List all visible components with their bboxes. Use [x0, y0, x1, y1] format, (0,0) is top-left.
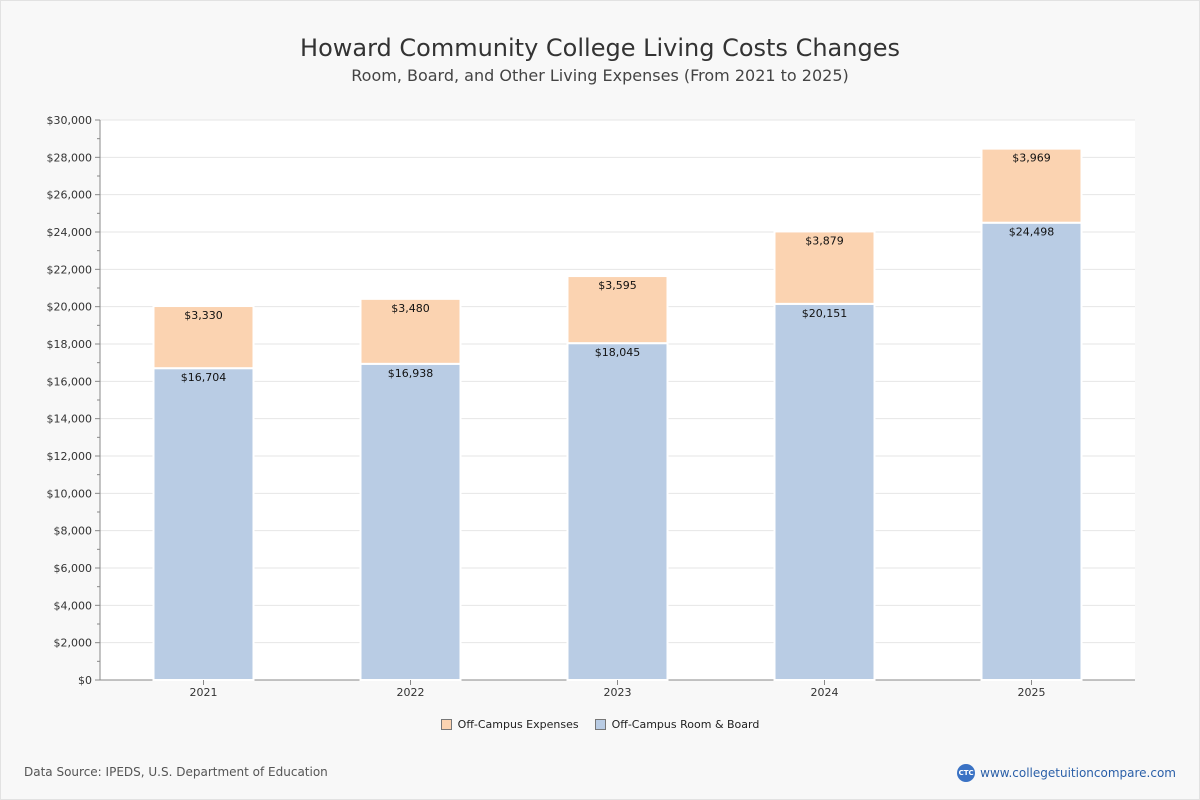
legend-swatch-expenses [440, 719, 452, 730]
ctc-logo-icon: CTC [957, 764, 976, 782]
y-tick-label: $16,000 [47, 375, 93, 388]
x-tick-label: 2022 [397, 686, 425, 699]
y-tick-label: $0 [78, 674, 92, 687]
legend-item-room-board[interactable]: Off-Campus Room & Board [594, 718, 760, 731]
y-tick-label: $22,000 [47, 263, 93, 276]
y-tick-label: $26,000 [47, 189, 93, 202]
data-label-room-board: $16,938 [388, 367, 434, 380]
y-tick-label: $6,000 [54, 562, 93, 575]
bar-room-board [359, 362, 462, 681]
legend-label-expenses: Off-Campus Expenses [457, 718, 579, 731]
bar-room-board [152, 367, 255, 681]
bar-expenses [152, 305, 255, 370]
chart-subtitle: Room, Board, and Other Living Expenses (… [351, 66, 849, 85]
x-tick-label: 2024 [811, 686, 839, 699]
bar-expenses [980, 147, 1083, 224]
legend-swatch-room-board [594, 719, 606, 730]
data-label-room-board: $18,045 [595, 346, 641, 359]
data-label-expenses: $3,330 [184, 309, 223, 322]
brand-url: www.collegetuitioncompare.com [980, 766, 1176, 780]
bar-expenses [566, 275, 669, 345]
x-tick-label: 2025 [1018, 686, 1046, 699]
bar-expenses [773, 230, 876, 305]
data-label-room-board: $16,704 [181, 371, 227, 384]
data-label-room-board: $20,151 [802, 307, 848, 320]
y-tick-label: $14,000 [47, 413, 93, 426]
legend-item-expenses[interactable]: Off-Campus Expenses [440, 718, 579, 731]
y-tick-label: $20,000 [47, 301, 93, 314]
y-tick-label: $2,000 [54, 637, 93, 650]
y-tick-label: $28,000 [47, 151, 93, 164]
y-tick-label: $12,000 [47, 450, 93, 463]
x-tick-label: 2021 [190, 686, 218, 699]
brand-link[interactable]: CTC www.collegetuitioncompare.com [957, 764, 1176, 782]
data-label-expenses: $3,480 [391, 302, 430, 315]
data-label-room-board: $24,498 [1009, 226, 1055, 239]
y-tick-label: $24,000 [47, 226, 93, 239]
y-tick-label: $4,000 [54, 599, 93, 612]
y-tick-label: $10,000 [47, 487, 93, 500]
bar-room-board [980, 221, 1083, 681]
bar-room-board [773, 302, 876, 681]
bar-room-board [566, 342, 669, 681]
chart-title: Howard Community College Living Costs Ch… [300, 34, 900, 62]
y-tick-label: $8,000 [54, 525, 93, 538]
x-tick-label: 2023 [604, 686, 632, 699]
legend-label-room-board: Off-Campus Room & Board [611, 718, 760, 731]
data-label-expenses: $3,595 [598, 279, 637, 292]
data-source-note: Data Source: IPEDS, U.S. Department of E… [24, 765, 328, 779]
y-tick-label: $18,000 [47, 338, 93, 351]
bar-expenses [359, 297, 462, 365]
chart-legend: Off-Campus Expenses Off-Campus Room & Bo… [0, 718, 1200, 731]
data-label-expenses: $3,879 [805, 234, 844, 247]
y-tick-label: $30,000 [47, 114, 93, 127]
data-label-expenses: $3,969 [1012, 152, 1051, 165]
